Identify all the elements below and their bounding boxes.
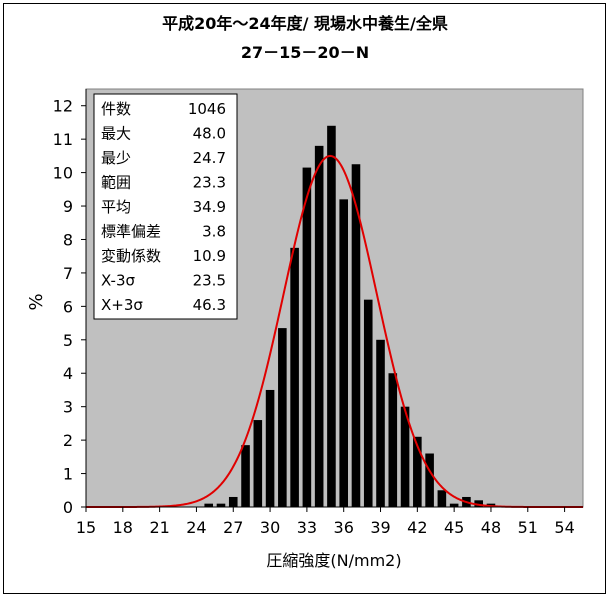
stats-value: 48.0 xyxy=(193,125,226,143)
histogram-bar xyxy=(400,406,410,507)
histogram-bar xyxy=(302,167,312,507)
x-axis-label: 圧縮強度(N/mm2) xyxy=(266,551,401,570)
x-axis-ticks: 15 18 21 24 27 30 33 36 39 42 45 48 51 54 xyxy=(76,507,575,537)
x-tick-label: 45 xyxy=(444,518,464,537)
y-tick-label: 12 xyxy=(53,97,73,116)
x-tick-label: 51 xyxy=(518,518,538,537)
stats-value: 46.3 xyxy=(193,296,226,314)
histogram-bar xyxy=(351,164,361,508)
x-tick-label: 54 xyxy=(554,518,574,537)
stats-value: 23.5 xyxy=(193,272,226,290)
histogram-bar xyxy=(474,500,483,507)
x-tick-label: 42 xyxy=(407,518,427,537)
y-tick-label: 1 xyxy=(63,465,73,484)
x-tick-label: 39 xyxy=(370,518,390,537)
chart-title: 平成20年～24年度/ 現場水中養生/全県 xyxy=(162,14,448,33)
y-tick-label: 4 xyxy=(63,364,73,383)
y-tick-label: 10 xyxy=(53,164,73,183)
y-tick-label: 3 xyxy=(63,398,73,417)
x-tick-label: 15 xyxy=(76,518,96,537)
histogram-bar xyxy=(241,445,250,507)
histogram-bar xyxy=(376,339,385,507)
stats-label: 平均 xyxy=(101,198,131,216)
histogram-bar xyxy=(327,125,336,507)
bars-layer xyxy=(204,125,496,508)
histogram-bar xyxy=(314,145,324,507)
stats-label: X+3σ xyxy=(101,296,143,314)
y-tick-label: 7 xyxy=(63,264,73,283)
y-tick-label: 5 xyxy=(63,331,73,350)
stats-value: 24.7 xyxy=(193,149,226,167)
histogram-bar xyxy=(290,247,299,507)
histogram-bar xyxy=(388,373,398,507)
x-tick-label: 48 xyxy=(481,518,501,537)
stats-value: 1046 xyxy=(188,100,226,118)
stats-label: 件数 xyxy=(101,100,131,118)
histogram-bar xyxy=(339,199,348,507)
y-tick-label: 11 xyxy=(53,130,73,149)
histogram-bar xyxy=(449,503,459,507)
stats-value: 23.3 xyxy=(193,174,226,192)
stats-box-background xyxy=(93,93,238,320)
x-tick-label: 27 xyxy=(223,518,243,537)
stats-label: 範囲 xyxy=(101,174,131,192)
stats-box: 件数 1046 最大 48.0 最少 24.7 範囲 23.3 平均 34.9 標準偏差 3.8 変動係… xyxy=(93,93,238,320)
histogram-bar xyxy=(228,496,238,507)
histogram-chart: 平成20年～24年度/ 現場水中養生/全県 27－15－20－N 15 18 21 2… xyxy=(26,14,584,570)
chart-subtitle: 27－15－20－N xyxy=(241,43,369,62)
histogram-bar xyxy=(363,299,373,507)
stats-value: 10.9 xyxy=(193,247,226,265)
x-tick-label: 30 xyxy=(260,518,280,537)
histogram-bar xyxy=(437,490,447,507)
y-tick-label: 8 xyxy=(63,230,73,249)
histogram-bar xyxy=(204,503,214,507)
stats-label: 最大 xyxy=(101,125,131,143)
y-tick-label: 2 xyxy=(63,431,73,450)
stats-label: 変動係数 xyxy=(101,247,161,265)
chart-frame: 平成20年～24年度/ 現場水中養生/全県 27－15－20－N 15 18 21 2… xyxy=(3,3,606,594)
stats-value: 34.9 xyxy=(193,198,226,216)
histogram-bar xyxy=(413,436,422,507)
histogram-bar xyxy=(425,453,434,507)
y-axis-label: % xyxy=(26,293,47,310)
stats-label: X-3σ xyxy=(101,272,135,290)
stats-rows: 件数 1046 最大 48.0 最少 24.7 範囲 23.3 平均 34.9 標準偏差 3.8 変動係… xyxy=(101,100,226,314)
x-tick-label: 24 xyxy=(186,518,206,537)
y-tick-label: 9 xyxy=(63,197,73,216)
stats-label: 標準偏差 xyxy=(101,223,161,241)
x-tick-label: 18 xyxy=(113,518,133,537)
histogram-bar xyxy=(216,503,226,507)
x-tick-label: 33 xyxy=(297,518,317,537)
histogram-bar xyxy=(278,328,287,507)
y-tick-label: 6 xyxy=(63,297,73,316)
stats-label: 最少 xyxy=(101,149,131,167)
histogram-bar xyxy=(253,420,263,507)
x-tick-label: 21 xyxy=(149,518,169,537)
x-tick-label: 36 xyxy=(334,518,354,537)
histogram-bar xyxy=(265,389,275,507)
stats-value: 3.8 xyxy=(202,223,226,241)
y-tick-label: 0 xyxy=(63,498,73,517)
